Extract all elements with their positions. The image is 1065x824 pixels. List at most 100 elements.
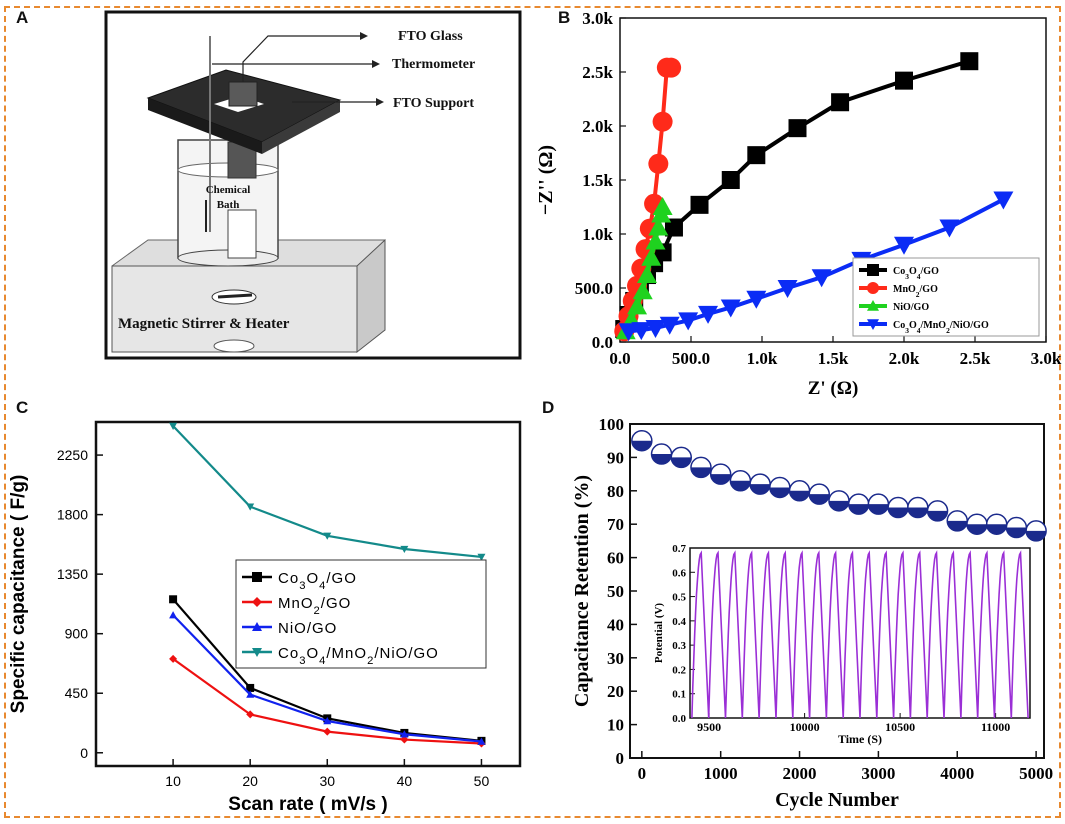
- data-point-fill: [1006, 527, 1027, 538]
- data-point: [721, 171, 740, 189]
- y-tick-label: 2.5k: [582, 63, 613, 82]
- data-point: [645, 319, 666, 338]
- x-tick-label: 50: [474, 773, 490, 789]
- x-axis-label: Cycle Number: [775, 789, 899, 811]
- inset-x-tick-label: 9500: [697, 720, 721, 734]
- legend-entry: MnO2/GO: [278, 595, 351, 617]
- data-point: [169, 611, 178, 619]
- data-point: [720, 299, 741, 318]
- legend-entry: MnO2/GO: [893, 284, 938, 299]
- data-point: [652, 197, 673, 215]
- data-point: [661, 57, 682, 78]
- data-point: [960, 52, 979, 71]
- inset-y-tick-label: 0.0: [672, 713, 686, 725]
- data-point: [618, 323, 639, 342]
- y-tick-label: 1350: [57, 566, 88, 582]
- data-point: [648, 217, 669, 236]
- y-tick-label: 0: [80, 745, 88, 761]
- data-point-fill: [730, 480, 751, 491]
- legend-entry: NiO/GO: [893, 302, 929, 313]
- y-tick-label: 90: [607, 448, 624, 467]
- panel-label-c: C: [16, 398, 29, 417]
- y-tick-label: 1.5k: [582, 171, 613, 190]
- data-point: [169, 422, 178, 430]
- x-tick-label: 500.0: [672, 349, 710, 368]
- legend-entry: Co3O4/MnO2/NiO/GO: [893, 320, 989, 335]
- data-point-fill: [868, 504, 889, 515]
- data-point-fill: [947, 520, 968, 531]
- x-tick-label: 5000: [1019, 764, 1053, 783]
- y-tick-label: 1800: [57, 507, 88, 523]
- x-tick-label: 1.5k: [818, 349, 849, 368]
- data-point: [400, 730, 409, 738]
- data-point: [400, 545, 409, 554]
- data-point: [246, 710, 255, 719]
- inset-x-tick-label: 11000: [981, 720, 1010, 734]
- legend-marker: [867, 282, 879, 294]
- data-point: [169, 654, 178, 663]
- inset-y-tick-label: 0.3: [672, 640, 686, 652]
- data-point-fill: [986, 524, 1007, 535]
- data-point-fill: [809, 494, 830, 505]
- inset-y-axis-label: Potential (V): [653, 603, 665, 664]
- y-tick-label: 30: [607, 649, 624, 668]
- data-point-fill: [690, 467, 711, 478]
- x-tick-label: 2000: [783, 764, 817, 783]
- data-point: [895, 71, 913, 90]
- x-tick-label: 2.0k: [889, 349, 920, 368]
- y-tick-label: 10: [607, 716, 624, 735]
- y-tick-label: 70: [607, 515, 624, 534]
- y-axis-label: −Z'' (Ω): [535, 145, 557, 215]
- data-point-fill: [769, 487, 790, 498]
- legend-marker: [252, 622, 262, 631]
- inset-y-tick-label: 0.1: [672, 689, 686, 701]
- data-point-fill: [651, 454, 672, 465]
- x-tick-label: 0.0: [609, 349, 630, 368]
- data-point-fill: [789, 490, 810, 501]
- y-tick-label: 100: [599, 415, 625, 434]
- legend-entry: Co3O4/MnO2/NiO/GO: [278, 645, 439, 667]
- data-point-fill: [631, 440, 652, 451]
- y-tick-label: 2250: [57, 447, 88, 463]
- y-tick-label: 0: [616, 749, 625, 768]
- data-point: [993, 191, 1014, 210]
- y-axis-label: Capacitance Retention (%): [571, 475, 593, 707]
- legend-marker: [252, 597, 262, 607]
- y-tick-label: 450: [65, 685, 89, 701]
- y-tick-label: 20: [607, 682, 624, 701]
- y-tick-label: 80: [607, 482, 624, 501]
- panel-label-a: A: [16, 8, 29, 27]
- data-point: [400, 735, 409, 744]
- data-point: [747, 146, 766, 165]
- data-point-fill: [1026, 530, 1047, 541]
- inset-y-tick-label: 0.4: [672, 616, 686, 628]
- data-point: [632, 281, 653, 300]
- inset-y-tick-label: 0.7: [672, 543, 686, 555]
- y-tick-label: 50: [607, 582, 624, 601]
- y-tick-label: 0.0: [592, 333, 613, 352]
- data-point: [323, 532, 332, 540]
- data-point: [894, 236, 914, 255]
- data-point: [659, 316, 680, 335]
- legend-box: [235, 559, 487, 669]
- data-point: [777, 280, 798, 298]
- data-point-fill: [848, 504, 869, 515]
- x-tick-label: 20: [242, 773, 258, 789]
- y-tick-label: 3.0k: [582, 9, 613, 28]
- data-point: [652, 111, 673, 132]
- x-tick-label: 1000: [704, 764, 738, 783]
- legend-entry: Co3O4/GO: [278, 570, 357, 592]
- y-tick-label: 2.0k: [582, 117, 613, 136]
- legend-marker: [867, 264, 879, 276]
- data-point-fill: [907, 507, 928, 518]
- x-tick-label: 4000: [940, 764, 974, 783]
- x-tick-label: 0: [638, 764, 647, 783]
- x-axis-label: Z' (Ω): [808, 378, 859, 399]
- inset-gcd-curve: [691, 550, 1029, 719]
- data-point: [746, 290, 767, 309]
- data-point: [246, 690, 255, 698]
- data-point-fill: [671, 457, 692, 468]
- x-tick-label: 1.0k: [747, 349, 778, 368]
- inset-x-axis-label: Time (S): [838, 732, 882, 746]
- data-point: [698, 305, 719, 324]
